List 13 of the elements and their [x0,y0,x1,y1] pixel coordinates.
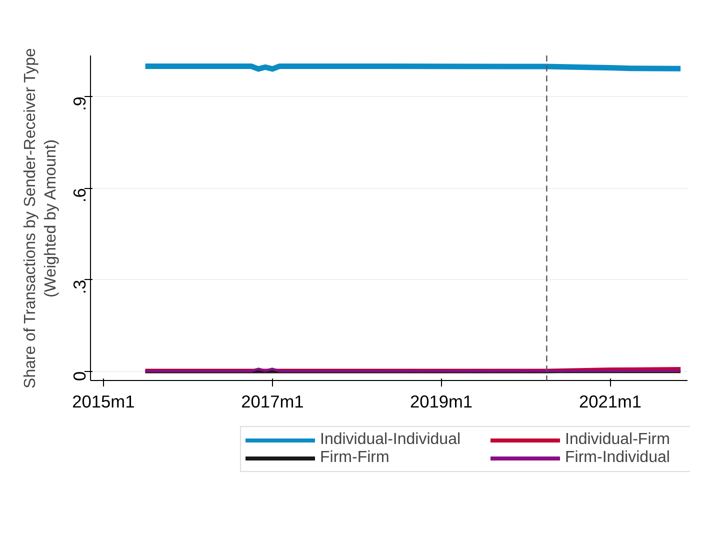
x-tick-label: 2015m1 [72,392,135,412]
y-tick-label: .6 [70,188,90,203]
y-tick-label: .9 [70,96,90,111]
y-axis-title: Share of Transactions by Sender-Receiver Type (Weighted by Amount) [22,48,60,388]
x-tick-label: 2019m1 [410,392,473,412]
legend-label: Firm-Individual [565,449,671,467]
legend-label: Individual-Firm [565,431,671,449]
x-tick-label: 2021m1 [578,392,642,412]
y-tick-label: .3 [70,280,90,294]
x-tick-label: 2017m1 [241,392,304,412]
y-tick-label: 0 [70,371,90,381]
legend-label: Firm-Firm [320,449,390,467]
legend-label: Individual-Individual [320,431,462,449]
